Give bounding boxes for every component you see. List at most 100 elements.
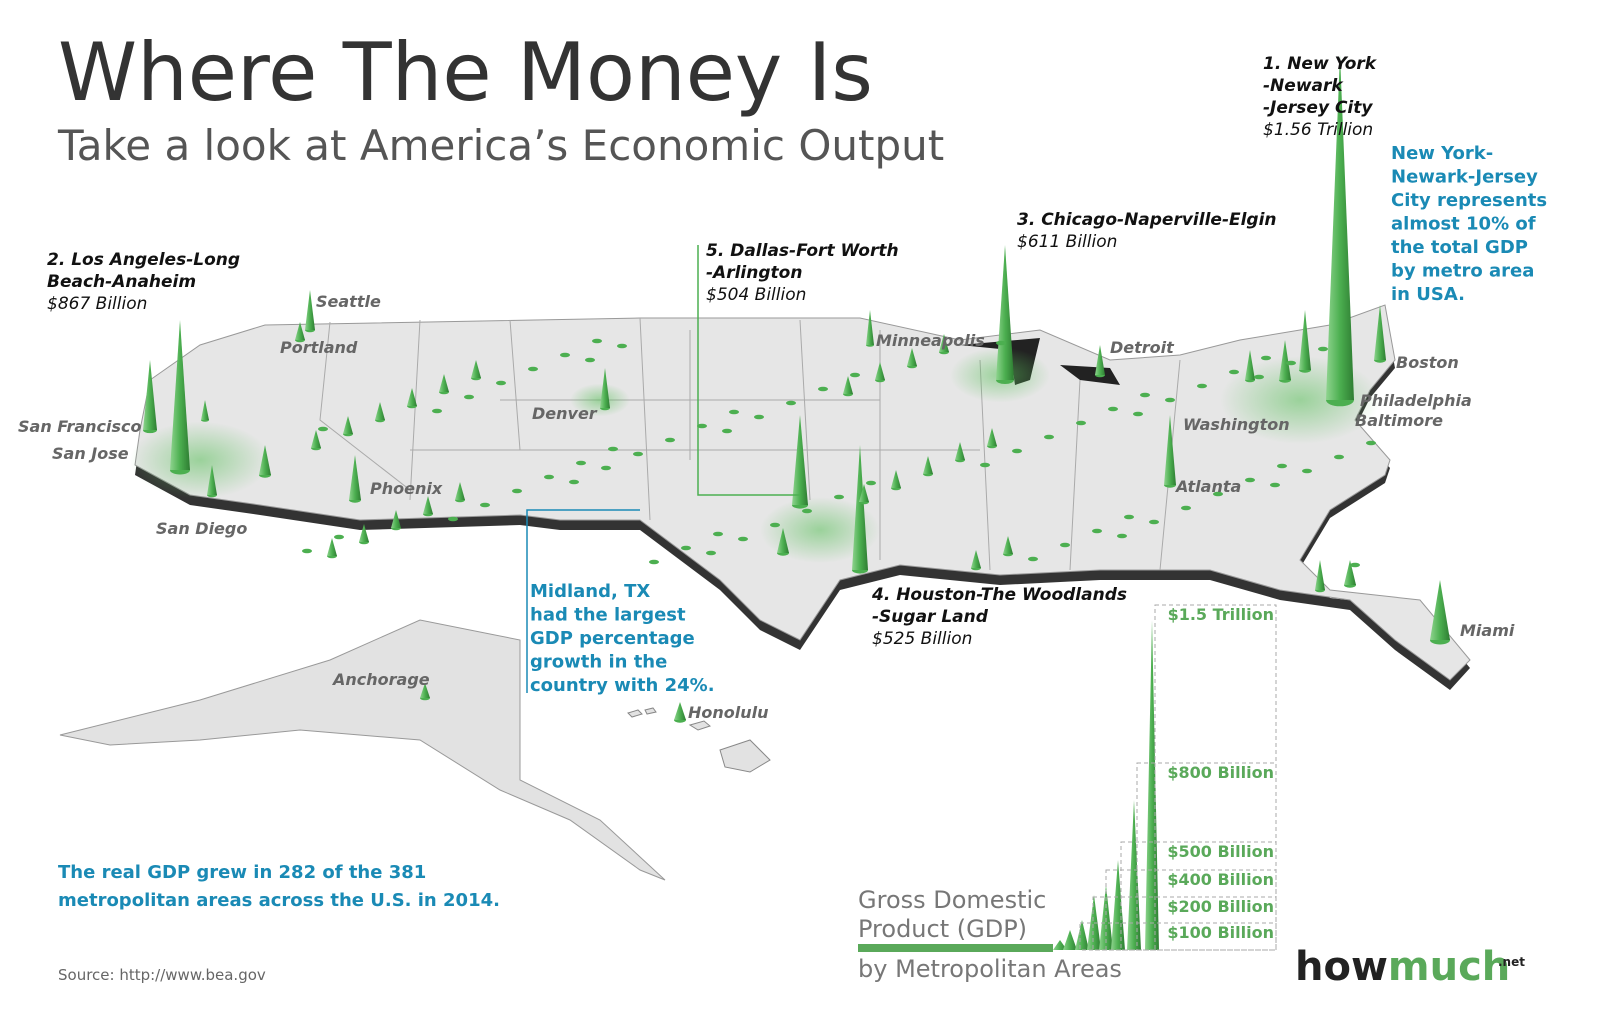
- spike-base: [528, 366, 538, 372]
- spike-base: [592, 338, 602, 344]
- spike: [423, 496, 433, 514]
- metro-value: $867 Billion: [47, 294, 147, 314]
- metro-value: $1.56 Trillion: [1263, 120, 1373, 140]
- spike-base: [334, 534, 344, 540]
- spike-base: [1350, 562, 1360, 568]
- spike: [1315, 560, 1325, 590]
- spike-base: [1254, 374, 1264, 380]
- spike-base: [560, 352, 570, 358]
- spike-base: [1277, 463, 1287, 469]
- legend-box: [1120, 841, 1277, 951]
- note: the total GDP: [1391, 237, 1528, 258]
- glow: [760, 497, 880, 563]
- city-label: Seattle: [316, 292, 381, 311]
- spike: [1095, 345, 1105, 375]
- spike-base: [496, 380, 506, 386]
- spike-base: [1366, 440, 1376, 446]
- legend: $1.5 Trillion $800 Billion $500 Billion $40…: [858, 604, 1277, 983]
- city-label: Honolulu: [688, 703, 769, 722]
- note: Midland, TX: [530, 581, 650, 602]
- metro-name: 3. Chicago-Naperville-Elgin: [1017, 210, 1277, 230]
- spike-base: [464, 394, 474, 400]
- logo: howmuch: [1295, 944, 1510, 990]
- metro-value: $504 Billion: [706, 285, 806, 305]
- alaska: [59, 619, 666, 881]
- metro-name: 1. New York: [1263, 54, 1378, 74]
- city-label: San Jose: [52, 444, 129, 463]
- spike-base: [318, 426, 328, 432]
- spike: [1279, 340, 1291, 380]
- spike: [843, 376, 853, 394]
- spike: [391, 510, 401, 528]
- spike-base: [512, 488, 522, 494]
- spike-base: [633, 451, 643, 457]
- metro-value: $611 Billion: [1017, 232, 1117, 252]
- spike-base: [818, 386, 828, 392]
- city-label: Boston: [1396, 353, 1459, 372]
- spike: [1245, 350, 1255, 380]
- spike-base: [302, 548, 312, 554]
- legend-spike: [1111, 860, 1125, 950]
- note: by metro area: [1391, 261, 1534, 282]
- city-label: Denver: [532, 404, 598, 423]
- glow: [570, 383, 630, 417]
- spike-base: [681, 545, 691, 551]
- note: New York-: [1391, 143, 1493, 164]
- city-label: Anchorage: [331, 670, 430, 689]
- spike-base: [1245, 477, 1255, 483]
- city-label: Baltimore: [1355, 411, 1443, 430]
- spike: [996, 245, 1014, 380]
- spike-base: [1124, 514, 1134, 520]
- spike-base: [1334, 454, 1344, 460]
- spike-base: [834, 494, 844, 500]
- spike: [201, 400, 209, 420]
- spike: [1164, 415, 1176, 485]
- note: almost 10% of: [1391, 214, 1536, 235]
- legend-level: $500 Billion: [1167, 842, 1274, 861]
- legend-title: Gross Domestic: [858, 886, 1046, 914]
- legend-spike: [1127, 800, 1141, 950]
- spike-base: [980, 462, 990, 468]
- source: Source: http://www.bea.gov: [58, 966, 266, 984]
- spike: [311, 430, 321, 448]
- spike: [349, 455, 361, 500]
- metro-name: -Jersey City: [1263, 98, 1373, 118]
- spike-base: [713, 531, 723, 537]
- legend-spike: [1063, 930, 1077, 950]
- spike: [420, 683, 430, 698]
- spike-base: [722, 428, 732, 434]
- great-lakes: [960, 338, 1120, 385]
- spike-base: [1181, 505, 1191, 511]
- spike-base: [1117, 533, 1127, 539]
- city-label: Minneapolis: [876, 331, 985, 350]
- spike-base: [1140, 392, 1150, 398]
- legend-level: $1.5 Trillion: [1168, 605, 1274, 624]
- spike: [674, 702, 686, 720]
- note: in USA.: [1391, 284, 1465, 305]
- spike: [1374, 305, 1386, 360]
- logo-part: much: [1388, 944, 1510, 990]
- spike-base: [1318, 346, 1328, 352]
- title: Where The Money Is: [58, 26, 873, 119]
- note: country with 24%.: [530, 675, 715, 696]
- logo-part: how: [1295, 944, 1388, 990]
- spike: [939, 334, 949, 352]
- spike: [343, 416, 353, 434]
- spike-base: [665, 437, 675, 443]
- spike-base: [1060, 542, 1070, 548]
- spike-base: [770, 522, 780, 528]
- spike: [455, 482, 465, 500]
- legend-spike: [1075, 920, 1089, 950]
- spike-base: [601, 465, 611, 471]
- city-label: Philadelphia: [1360, 391, 1472, 410]
- hawaii: [627, 707, 771, 773]
- spike-base: [544, 474, 554, 480]
- spike-base: [448, 516, 458, 522]
- spike-base: [569, 479, 579, 485]
- spike: [207, 465, 217, 495]
- spike: [852, 445, 868, 570]
- spike-base: [1229, 369, 1239, 375]
- note: GDP percentage: [530, 628, 695, 649]
- spike-base: [480, 502, 490, 508]
